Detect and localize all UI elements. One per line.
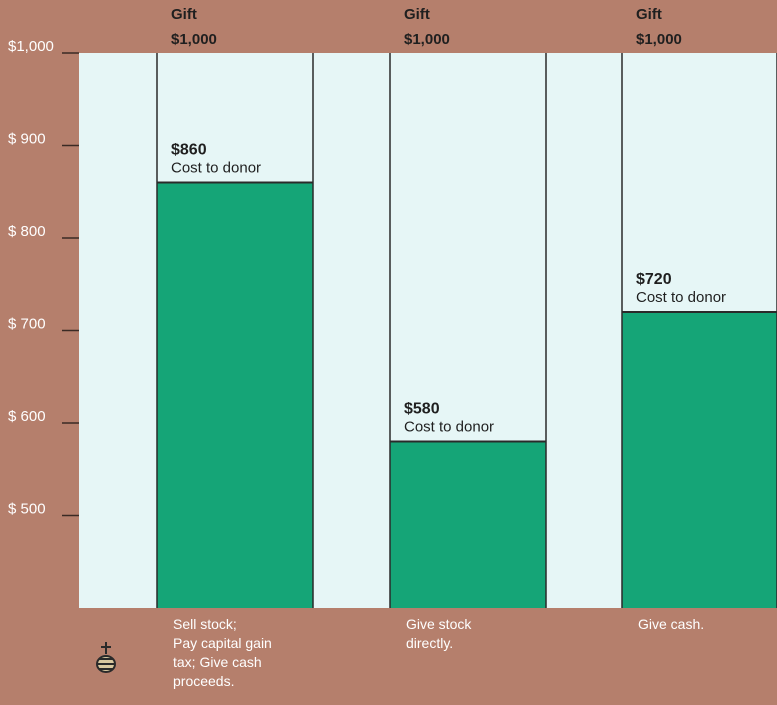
gift-amount-label: $1,000 (404, 31, 450, 48)
y-tick-label: $ 900 (8, 131, 46, 148)
value-sublabel: Cost to donor (171, 160, 261, 177)
category-label-line: Pay capital gain (173, 635, 272, 651)
y-tick-label: $ 600 (8, 408, 46, 425)
category-label-line: directly. (406, 635, 453, 651)
value-label: $580 (404, 401, 440, 418)
y-tick-label: $ 800 (8, 223, 46, 240)
category-label-line: tax; Give cash (173, 654, 262, 670)
bar (157, 182, 313, 608)
value-label: $720 (636, 271, 672, 288)
y-tick-label: $ 700 (8, 316, 46, 333)
y-tick-label: $ 500 (8, 501, 46, 518)
gift-label: Gift (636, 6, 662, 23)
value-sublabel: Cost to donor (636, 289, 726, 306)
gift-headers: Gift $1,000 Gift $1,000 Gift $1,000 (171, 6, 682, 48)
y-tick-label: $1,000 (8, 38, 54, 55)
gift-label: Gift (171, 6, 197, 23)
value-sublabel: Cost to donor (404, 419, 494, 436)
weight-icon (96, 642, 116, 673)
gift-label: Gift (404, 6, 430, 23)
gift-amount-label: $1,000 (636, 31, 682, 48)
bar (622, 312, 777, 608)
bar (390, 441, 546, 608)
category-label-line: proceeds. (173, 673, 234, 689)
gift-amount-label: $1,000 (171, 31, 217, 48)
value-label: $860 (171, 142, 207, 159)
category-descriptions: Sell stock; Pay capital gain tax; Give cas… (173, 616, 704, 689)
category-label-line: Give cash. (638, 616, 704, 632)
y-axis: $ 500 $ 600 $ 700 $ 800 $ 900 $1,000 (8, 38, 79, 518)
category-label-line: Sell stock; (173, 616, 237, 632)
category-label-line: Give stock (406, 616, 472, 632)
